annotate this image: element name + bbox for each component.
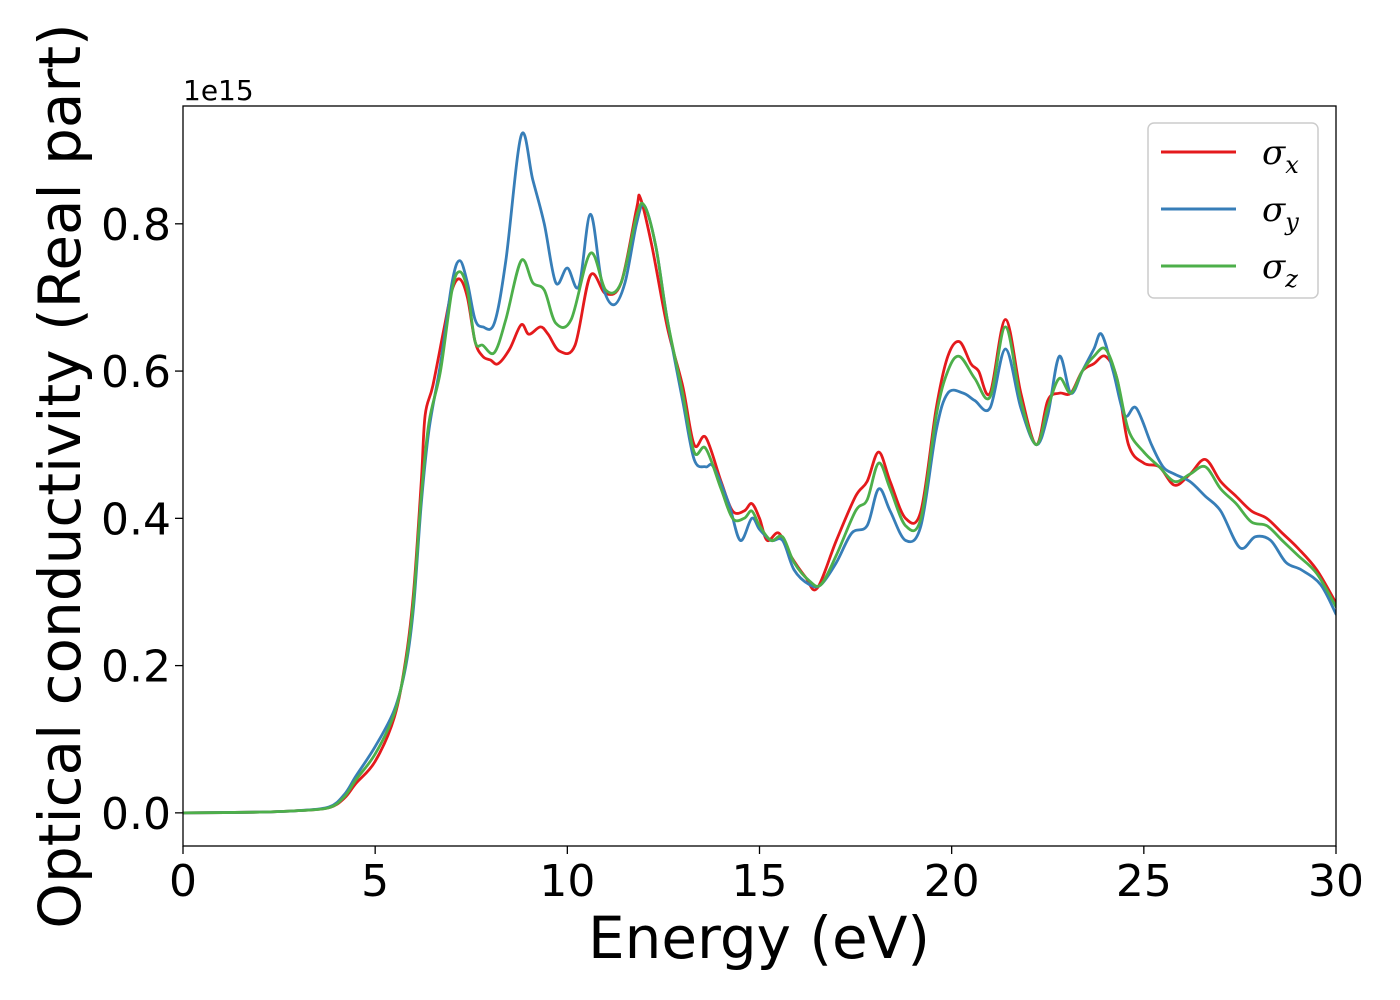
plot-area (183, 106, 1336, 846)
y-offset-label: 1e15 (183, 74, 254, 107)
y-tick-label: 0.0 (101, 789, 171, 840)
series-layer (183, 131, 1336, 815)
legend: σx σy σz (1147, 122, 1319, 299)
x-axis-title: Energy (eV) (588, 904, 930, 972)
x-tick-label: 20 (924, 856, 980, 907)
legend-label-x: σx (1262, 133, 1299, 179)
x-tick-label: 25 (1116, 856, 1172, 907)
legend-label-y: σy (1262, 190, 1299, 236)
x-tick-label: 0 (169, 856, 197, 907)
x-tick-label: 30 (1308, 856, 1364, 907)
x-axis: 0 5 10 15 20 25 30 (169, 846, 1364, 907)
x-tick-label: 5 (361, 856, 389, 907)
series-line-z (183, 201, 1336, 815)
y-tick-label: 0.2 (101, 642, 171, 693)
x-tick-label: 10 (539, 856, 595, 907)
y-tick-label: 0.6 (101, 347, 171, 398)
x-tick-label: 15 (732, 856, 788, 907)
y-tick-label: 0.4 (101, 494, 171, 545)
legend-label-z: σz (1262, 247, 1298, 293)
y-axis: 0.0 0.2 0.4 0.6 0.8 (101, 200, 183, 840)
y-tick-label: 0.8 (101, 200, 171, 251)
y-axis-title: Optical conductivity (Real part) (26, 23, 94, 928)
